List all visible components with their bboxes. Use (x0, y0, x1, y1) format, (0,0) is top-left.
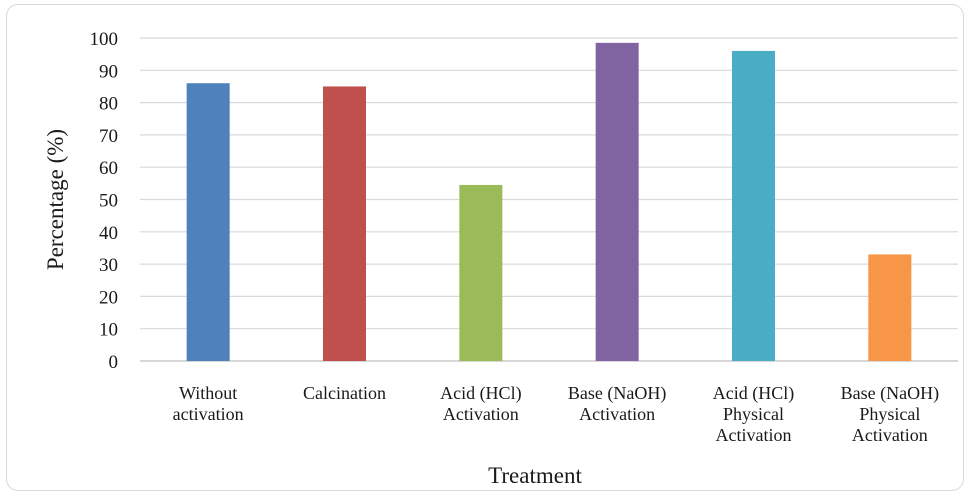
y-tick-label: 40 (99, 223, 118, 244)
y-tick-label: 80 (99, 94, 118, 115)
bar (323, 86, 366, 361)
x-category-label: Acid (HCl) Activation (440, 383, 521, 424)
x-category-label: Base (NaOH) Physical Activation (841, 383, 939, 445)
y-tick-label: 10 (99, 320, 118, 341)
x-category-label: Without activation (173, 383, 244, 424)
y-tick-label: 0 (109, 352, 119, 373)
y-tick-label: 50 (99, 191, 118, 212)
y-tick-label: 20 (99, 287, 118, 308)
x-category-label: Base (NaOH) Activation (568, 383, 666, 424)
y-tick-label: 70 (99, 126, 118, 147)
y-tick-label: 90 (99, 61, 118, 82)
bars (186, 42, 912, 362)
gridlines (140, 37, 958, 362)
bar (732, 50, 775, 362)
y-tick-label: 30 (99, 255, 118, 276)
y-axis-title: Percentage (%) (43, 129, 68, 270)
x-category-label: Calcination (303, 383, 386, 403)
x-axis-title: Treatment (488, 463, 582, 488)
y-tick-labels: 0 10 20 30 40 50 60 70 80 90 100 (90, 29, 119, 373)
y-tick-label: 60 (99, 158, 118, 179)
bar (459, 184, 503, 361)
y-tick-label: 100 (90, 29, 119, 50)
x-category-label: Acid (HCl) Physical Activation (713, 383, 794, 445)
x-category-labels: Without activation Calcination Acid (HCl) Ac… (173, 383, 939, 445)
bar (595, 42, 639, 361)
bar (186, 83, 230, 361)
bar (868, 254, 912, 361)
